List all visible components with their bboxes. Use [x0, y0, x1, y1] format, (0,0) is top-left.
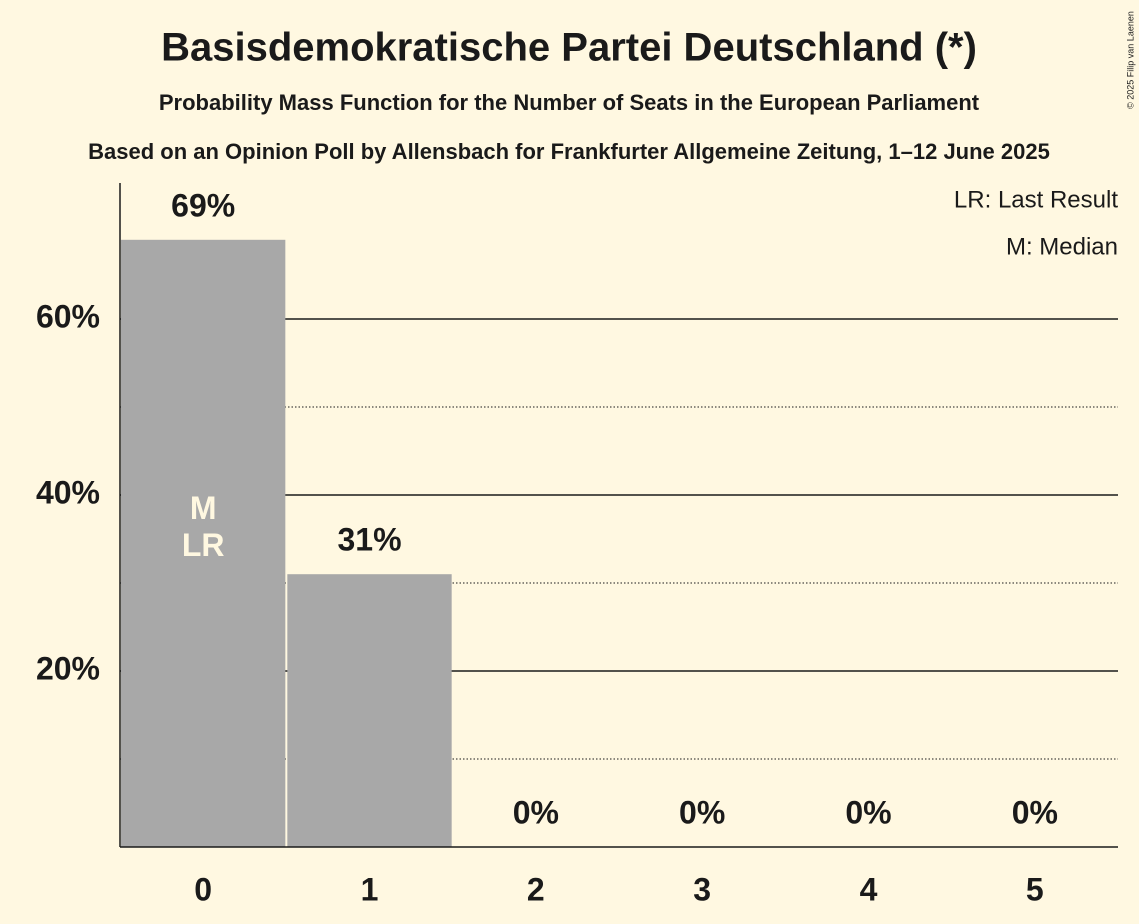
- value-label: 0%: [1012, 794, 1058, 830]
- copyright: © 2025 Filip van Laenen: [1125, 11, 1135, 109]
- bar: [121, 239, 286, 848]
- value-label: 0%: [845, 794, 891, 830]
- y-tick-label: 60%: [36, 298, 100, 334]
- legend-entry: M: Median: [1006, 233, 1118, 260]
- x-tick-label: 5: [1026, 871, 1044, 907]
- value-label: 31%: [337, 522, 401, 558]
- value-label: 0%: [513, 794, 559, 830]
- y-tick-label: 20%: [36, 650, 100, 686]
- chart-caption: Based on an Opinion Poll by Allensbach f…: [88, 139, 1050, 164]
- chart-title: Basisdemokratische Partei Deutschland (*…: [161, 26, 977, 70]
- value-label: 0%: [679, 794, 725, 830]
- chart-subtitle: Probability Mass Function for the Number…: [159, 90, 980, 115]
- last-result-marker: LR: [182, 527, 225, 563]
- x-tick-label: 2: [527, 871, 545, 907]
- y-tick-label: 40%: [36, 474, 100, 510]
- x-tick-label: 4: [860, 871, 878, 907]
- legend-entry: LR: Last Result: [954, 186, 1118, 213]
- x-tick-label: 0: [194, 871, 212, 907]
- bar: [287, 574, 452, 847]
- value-label: 69%: [171, 187, 235, 223]
- x-tick-label: 3: [693, 871, 711, 907]
- median-marker: M: [190, 490, 217, 526]
- x-tick-label: 1: [361, 871, 379, 907]
